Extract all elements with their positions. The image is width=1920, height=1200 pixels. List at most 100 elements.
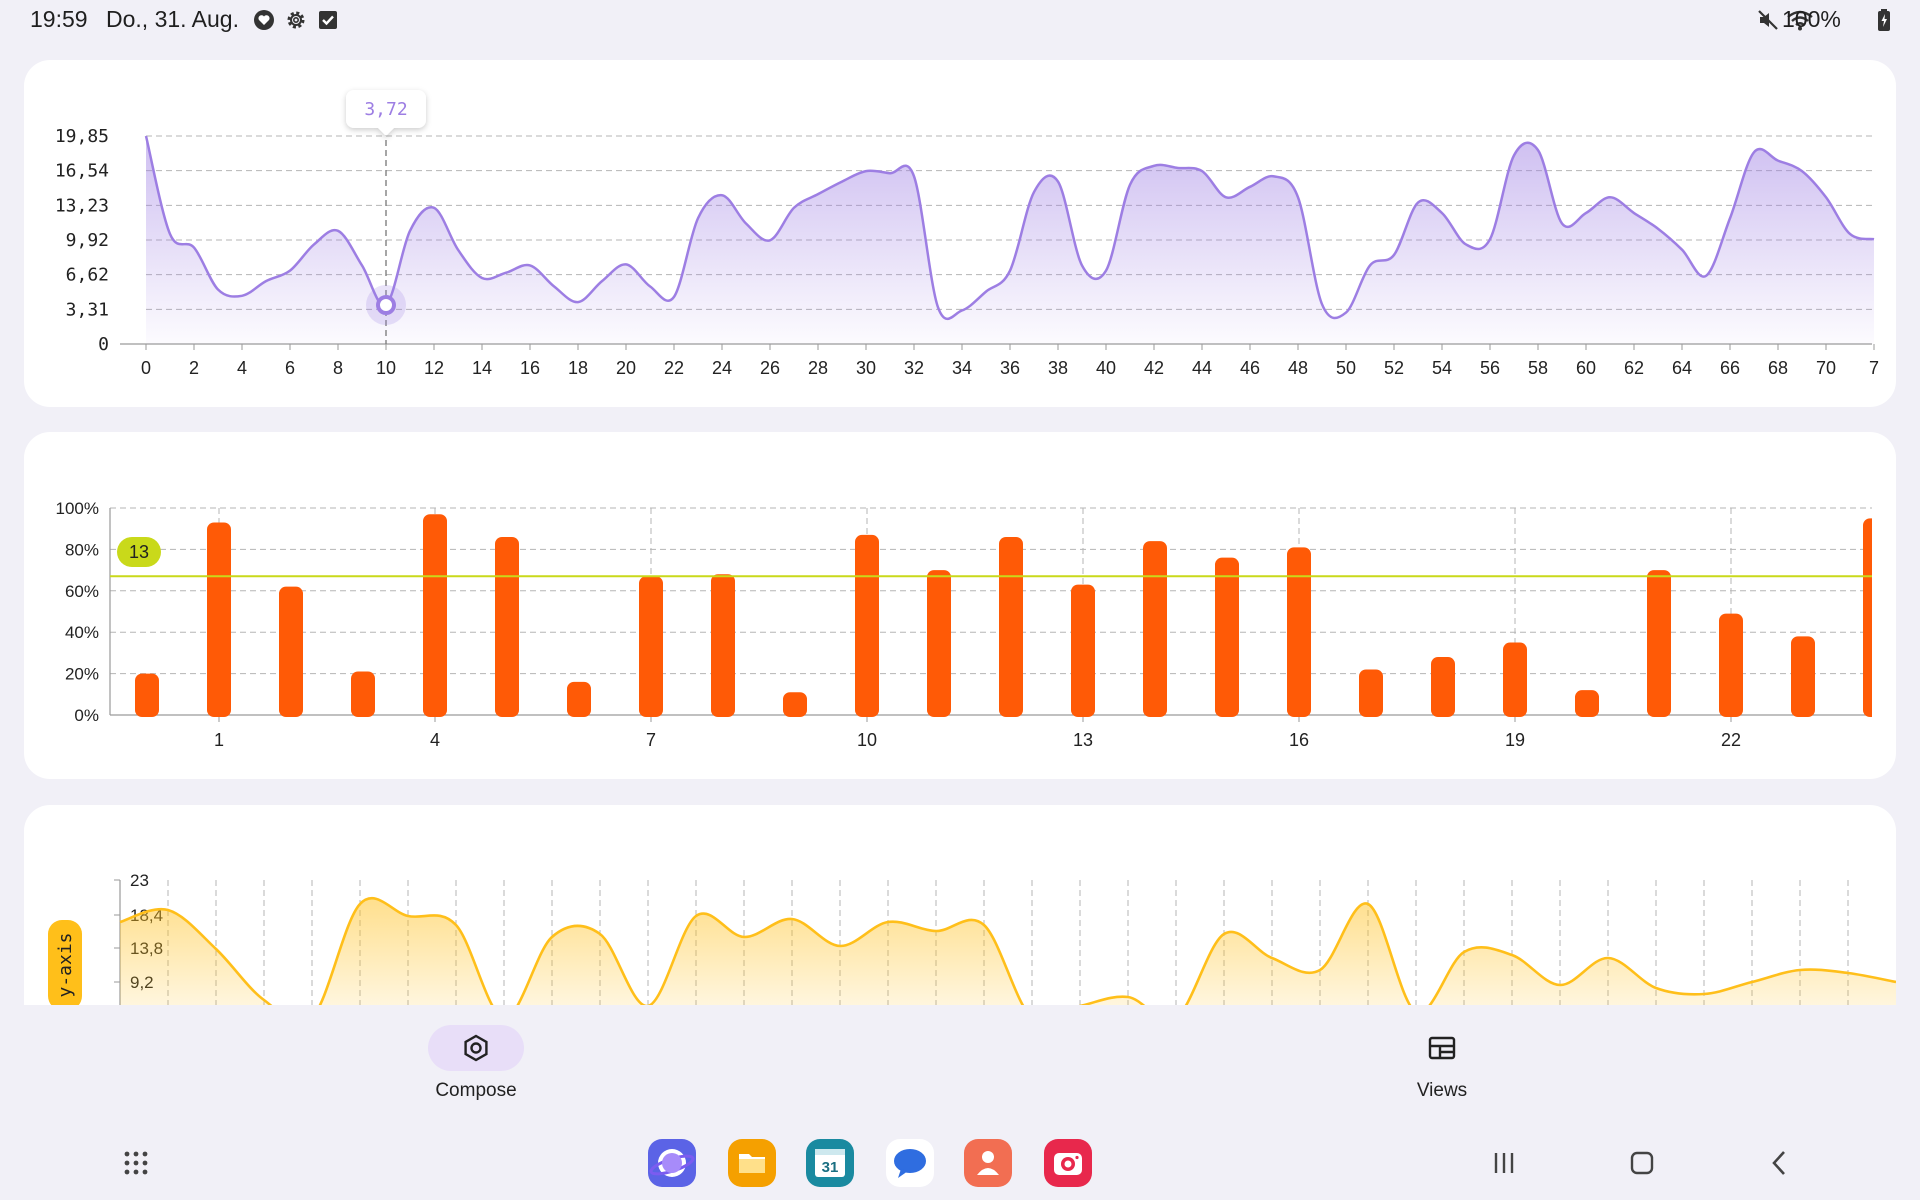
x-tick-label: 16 — [520, 358, 540, 378]
x-tick-label: 30 — [856, 358, 876, 378]
y-tick-label: 9,92 — [66, 230, 109, 251]
y-tick-label: 0 — [98, 334, 109, 355]
bar-chart[interactable]: 100% 80% 60% 40% 20% 0% 1 4 7 10 13 16 19 22 13 — [24, 432, 1896, 779]
contacts-icon[interactable] — [964, 1139, 1012, 1187]
back-icon[interactable] — [1760, 1145, 1800, 1181]
nav-indicator — [428, 1025, 524, 1071]
y-tick-label: 100% — [56, 499, 99, 518]
x-tick-label: 19 — [1505, 730, 1525, 750]
bar — [1719, 613, 1743, 717]
bar — [1071, 584, 1095, 717]
camera-icon[interactable] — [1044, 1139, 1092, 1187]
y-tick-label: 3,31 — [66, 299, 109, 320]
x-tick-label: 70 — [1816, 358, 1836, 378]
calendar-day-text: 31 — [822, 1159, 839, 1176]
apps-grid-icon[interactable] — [116, 1145, 156, 1181]
y-tick-label: 13,23 — [55, 195, 109, 216]
bar — [567, 681, 591, 717]
bar — [1287, 547, 1311, 717]
x-tick-label: 46 — [1240, 358, 1260, 378]
bar — [1863, 518, 1872, 717]
series-area-fill — [120, 898, 1896, 1005]
bar — [279, 586, 303, 717]
series-line — [144, 135, 1875, 321]
x-tick-label: 44 — [1192, 358, 1212, 378]
x-tick-label: 42 — [1144, 358, 1164, 378]
y-tick-label: 6,62 — [66, 265, 109, 286]
mute-icon — [1758, 10, 1778, 30]
recents-icon[interactable] — [1484, 1145, 1524, 1181]
x-tick-label: 4 — [430, 730, 440, 750]
line-chart-card: 19,85 16,54 13,23 9,92 6,62 3,31 0 0 2 4 6 8 10 12 14 1… — [24, 60, 1896, 407]
x-tick-label: 38 — [1048, 358, 1068, 378]
x-tick-label: 10 — [857, 730, 877, 750]
nav-label-views: Views — [1416, 1080, 1468, 1101]
bar — [1143, 541, 1167, 717]
x-tick-label: 56 — [1480, 358, 1500, 378]
x-tick-label: 20 — [616, 358, 636, 378]
x-tick-label: 7 — [646, 730, 656, 750]
bar-chart-card: 100% 80% 60% 40% 20% 0% 1 4 7 10 13 16 19 22 13 — [24, 432, 1896, 779]
bar — [495, 536, 519, 717]
samsung-internet-icon[interactable] — [648, 1139, 696, 1187]
x-tick-label: 58 — [1528, 358, 1548, 378]
status-time: 19:59 — [30, 6, 88, 32]
x-tick-label: 64 — [1672, 358, 1692, 378]
x-tick-label: 13 — [1073, 730, 1093, 750]
calendar-icon[interactable]: 31 — [806, 1139, 854, 1187]
y-tick-label: 19,85 — [55, 126, 109, 147]
series-area-fill — [146, 136, 1874, 344]
x-tick-label: 10 — [376, 358, 396, 378]
x-tick-label: 2 — [189, 358, 199, 378]
y-axis-title: y-axis — [55, 932, 76, 997]
bar — [639, 576, 663, 717]
y-tick-label: 40% — [65, 623, 99, 642]
home-icon[interactable] — [1622, 1145, 1662, 1181]
nav-item-views[interactable]: Views — [1334, 1025, 1554, 1115]
my-files-icon[interactable] — [728, 1139, 776, 1187]
y-tick-label: 23 — [130, 871, 149, 890]
battery-percentage: 100% — [1782, 6, 1841, 32]
area-chart[interactable]: 2318,413,89,2y-axis — [24, 805, 1896, 1005]
x-tick-label: 32 — [904, 358, 924, 378]
bar — [423, 514, 447, 717]
x-tick-label: 66 — [1720, 358, 1740, 378]
x-tick-label: 34 — [952, 358, 972, 378]
threshold-badge-label: 13 — [129, 542, 149, 562]
x-tick-label: 8 — [333, 358, 343, 378]
bar — [135, 673, 159, 717]
status-bar: 19:59 Do., 31. Aug. 100% — [0, 0, 1920, 40]
y-tick-label: 16,54 — [55, 161, 109, 182]
messages-icon[interactable] — [886, 1139, 934, 1187]
taskbar: 31 — [0, 1125, 1920, 1200]
y-tick-label: 0% — [74, 706, 99, 725]
bar — [999, 536, 1023, 717]
x-tick-label: 28 — [808, 358, 828, 378]
bar — [207, 522, 231, 717]
bar — [351, 671, 375, 717]
y-tick-label: 60% — [65, 582, 99, 601]
bar — [1359, 669, 1383, 717]
x-tick-label: 62 — [1624, 358, 1644, 378]
x-tick-label: 36 — [1000, 358, 1020, 378]
bar — [1503, 642, 1527, 717]
compose-icon — [464, 1034, 488, 1062]
x-tick-label: 16 — [1289, 730, 1309, 750]
x-tick-label: 12 — [424, 358, 444, 378]
x-tick-label: 4 — [237, 358, 247, 378]
x-tick-label: 26 — [760, 358, 780, 378]
views-icon — [1428, 1036, 1456, 1060]
series-line — [119, 896, 1896, 1005]
tooltip-value: 3,72 — [364, 99, 407, 120]
nav-label-compose: Compose — [435, 1080, 517, 1101]
y-axis-title-badge — [48, 920, 82, 1005]
x-tick-label: 0 — [141, 358, 151, 378]
bottom-navigation: Compose Views — [0, 1005, 1920, 1125]
tooltip-bubble — [346, 90, 426, 136]
nav-item-compose[interactable]: Compose — [368, 1025, 588, 1115]
checkbox-icon — [319, 11, 337, 29]
bars-group — [135, 514, 1872, 717]
x-tick-label: 60 — [1576, 358, 1596, 378]
selected-point-marker — [376, 295, 396, 316]
